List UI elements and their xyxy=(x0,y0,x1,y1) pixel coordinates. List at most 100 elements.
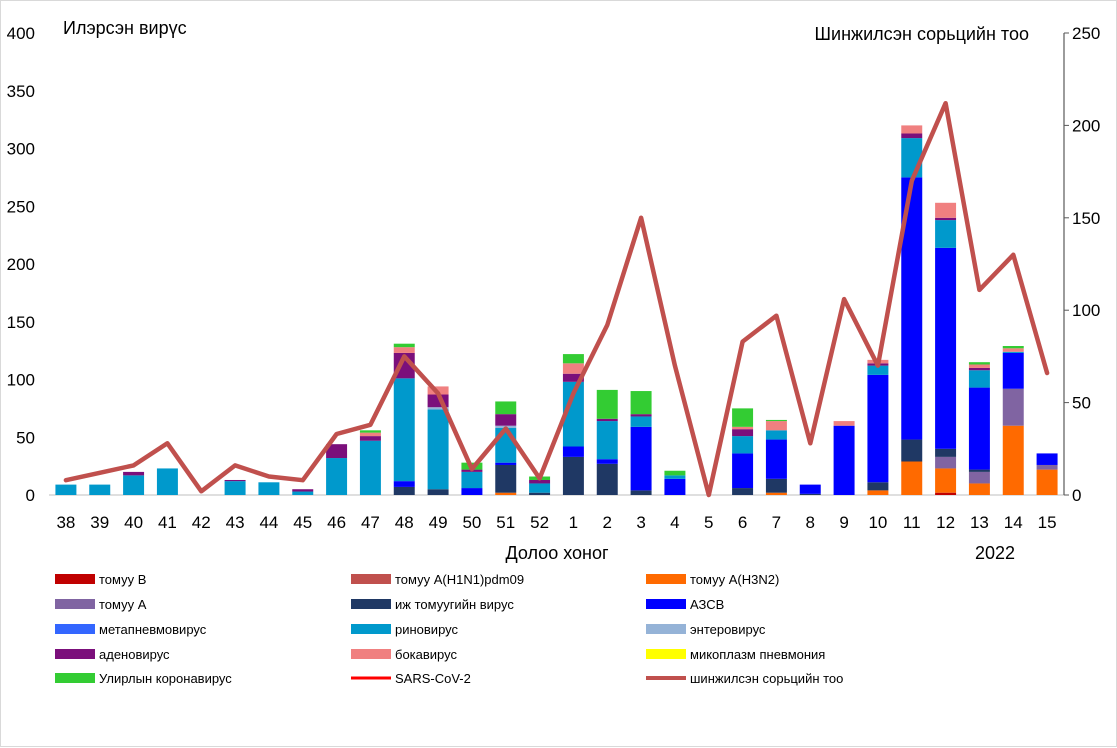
bar-segment xyxy=(1003,426,1024,495)
legend-swatch xyxy=(646,649,686,659)
bar-segment xyxy=(664,471,685,476)
x-tick-label: 10 xyxy=(868,513,887,532)
bar-segment xyxy=(935,449,956,457)
bar-segment xyxy=(969,368,990,370)
y-left-tick-label: 250 xyxy=(7,197,35,216)
bar-segment xyxy=(394,378,415,481)
y-right-tick-label: 50 xyxy=(1072,394,1091,413)
y-right-tick-label: 0 xyxy=(1072,486,1081,505)
x-tick-label: 11 xyxy=(903,513,921,532)
bar-segment xyxy=(597,390,618,419)
bar-segment xyxy=(495,463,516,465)
bar-segment xyxy=(969,472,990,484)
bar-segment xyxy=(597,419,618,421)
legend-label: иж томуугийн вирус xyxy=(395,597,514,612)
x-tick-label: 7 xyxy=(772,513,781,532)
bar-segment xyxy=(394,481,415,487)
bar-segment xyxy=(563,457,584,495)
y-right-tick-label: 200 xyxy=(1072,116,1100,135)
legend-swatch xyxy=(646,574,686,584)
legend-label: SARS-CoV-2 xyxy=(395,671,471,686)
y-left-tick-label: 300 xyxy=(7,140,35,159)
bar-segment xyxy=(428,410,449,490)
bar-segment xyxy=(123,472,144,475)
legend-swatch xyxy=(55,649,95,659)
bar-segment xyxy=(89,485,110,495)
bar-segment xyxy=(292,489,313,491)
x-tick-label: 6 xyxy=(738,513,747,532)
bar-segment xyxy=(1003,352,1024,353)
legend-label: метапневмовирус xyxy=(99,622,207,637)
bar-segment xyxy=(901,138,922,177)
legend-label: томуу A(H1N1)pdm09 xyxy=(395,572,524,587)
bar-segment xyxy=(1003,346,1024,348)
x-tick-label: 8 xyxy=(806,513,815,532)
legend-label: томуу А xyxy=(99,597,147,612)
x-tick-label: 4 xyxy=(670,513,679,532)
bar-segment xyxy=(800,494,821,495)
bar-segment xyxy=(461,488,482,495)
bar-segment xyxy=(766,479,787,493)
bar-segment xyxy=(1037,465,1058,470)
bar-segment xyxy=(935,218,956,220)
x-tick-label: 48 xyxy=(395,513,414,532)
bar-segment xyxy=(529,493,550,495)
bar-segment xyxy=(867,375,888,482)
legend-swatch xyxy=(351,624,391,634)
legend-swatch xyxy=(55,624,95,634)
bar-segment xyxy=(563,354,584,363)
bar-segment xyxy=(766,421,787,430)
bar-segment xyxy=(935,248,956,449)
x-tick-label: 5 xyxy=(704,513,713,532)
bar-segment xyxy=(969,370,990,387)
legend-label: риновирус xyxy=(395,622,459,637)
bar-segment xyxy=(1037,470,1058,495)
x-tick-label: 2 xyxy=(603,513,612,532)
bar-segment xyxy=(563,446,584,456)
x-tick-label: 14 xyxy=(1004,513,1023,532)
bar-segment xyxy=(800,485,821,494)
x-tick-label: 9 xyxy=(839,513,848,532)
y-right-tick-label: 150 xyxy=(1072,209,1100,228)
bar-segment xyxy=(461,472,482,488)
bar-segment xyxy=(732,488,753,495)
bar-segment xyxy=(225,480,246,481)
bar-segment xyxy=(766,430,787,439)
x-tick-label: 52 xyxy=(530,513,549,532)
x-tick-label: 43 xyxy=(226,513,245,532)
y-left-tick-label: 100 xyxy=(7,371,35,390)
bar-segment xyxy=(901,133,922,138)
bar-segment xyxy=(969,362,990,364)
bar-segment xyxy=(834,421,855,426)
legend-swatch xyxy=(55,599,95,609)
x-tick-label: 45 xyxy=(293,513,312,532)
tested-samples-line xyxy=(66,103,1047,495)
bar-segment xyxy=(1003,348,1024,351)
bar-segment xyxy=(495,414,516,426)
x-tick-label: 42 xyxy=(192,513,211,532)
bar-segment xyxy=(495,428,516,463)
bar-segment xyxy=(1003,353,1024,389)
bar-segment xyxy=(360,441,381,495)
bar-segment xyxy=(292,492,313,495)
bar-segment xyxy=(495,493,516,495)
bar-segment xyxy=(867,490,888,495)
bar-segment xyxy=(969,364,990,367)
bar-segment xyxy=(529,483,550,492)
legend-swatch xyxy=(351,574,391,584)
bar-segment xyxy=(326,458,347,495)
bar-segment xyxy=(631,416,652,426)
y-right-axis-title: Шинжилсэн сорьцийн тоо xyxy=(815,24,1029,44)
line-layer xyxy=(66,103,1047,495)
bar-segment xyxy=(563,363,584,373)
bar-segment xyxy=(732,436,753,453)
y-left-tick-label: 150 xyxy=(7,313,35,332)
bar-segment xyxy=(360,430,381,432)
x-tick-label: 3 xyxy=(636,513,645,532)
bar-segment xyxy=(969,470,990,472)
bar-segment xyxy=(597,421,618,459)
bar-segment xyxy=(360,433,381,436)
legend-label: томуу A(H3N2) xyxy=(690,572,779,587)
